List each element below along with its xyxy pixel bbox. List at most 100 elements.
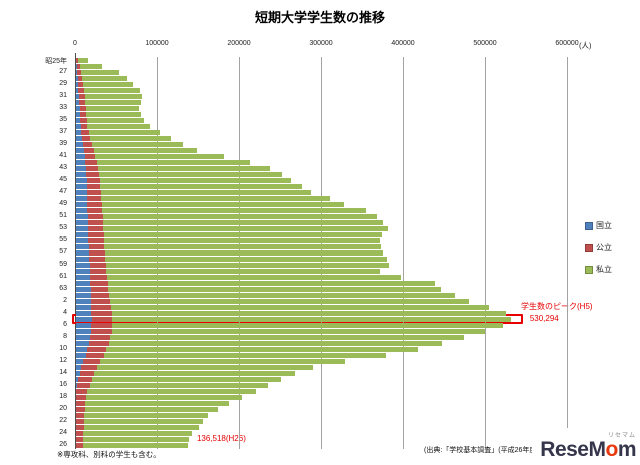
bar-row-1987 (76, 280, 435, 286)
legend-label: 国立 (596, 221, 612, 230)
bar-segment-私立 (107, 274, 402, 280)
bar-segment-私立 (102, 214, 377, 220)
bar-segment-国立 (76, 123, 81, 129)
bar-segment-国立 (76, 371, 80, 377)
bar-segment-国立 (76, 87, 79, 93)
bar-segment-私立 (112, 322, 503, 328)
bar-segment-私立 (103, 238, 381, 244)
y-tick-label: 10 (59, 344, 67, 352)
bar-segment-公立 (86, 178, 100, 184)
bar-segment-公立 (89, 340, 109, 346)
bar-row-1988 (76, 286, 441, 292)
y-tick-label: 45 (59, 176, 67, 184)
y-tick-label: 26 (59, 441, 67, 449)
bar-segment-公立 (91, 328, 112, 334)
y-tick-label: 27 (59, 67, 67, 75)
bar-row-1976 (76, 214, 377, 220)
bar-row-1954 (76, 81, 134, 87)
bar-segment-私立 (99, 359, 345, 365)
bar-segment-国立 (76, 298, 91, 304)
bar-segment-私立 (94, 371, 295, 377)
y-tick-label: 53 (59, 224, 67, 232)
legend-item-国立: 国立 (585, 220, 612, 231)
bar-row-1974 (76, 202, 345, 208)
y-tick-label: 12 (59, 357, 67, 365)
bar-segment-私立 (86, 111, 141, 117)
peak-annotation-label: 学生数のピーク(H5) (521, 302, 593, 312)
bar-segment-私立 (105, 256, 388, 262)
bar-segment-私立 (98, 166, 270, 172)
bar-segment-私立 (79, 63, 103, 69)
bar-segment-公立 (76, 425, 84, 431)
bar-row-1959 (76, 111, 141, 117)
bar-segment-国立 (76, 129, 82, 135)
y-tick-label: 18 (59, 393, 67, 401)
y-tick-label: 20 (59, 405, 67, 413)
bar-segment-私立 (108, 286, 441, 292)
bar-segment-国立 (76, 238, 89, 244)
bar-segment-公立 (84, 153, 96, 159)
bar-row-1969 (76, 172, 282, 178)
bar-row-2006 (76, 395, 242, 401)
bar-segment-私立 (103, 232, 383, 238)
bar-segment-国立 (76, 178, 87, 184)
resemom-logo[interactable]: リセマム ReseMom (532, 428, 638, 463)
bar-row-1979 (76, 232, 383, 238)
bar-segment-私立 (77, 57, 89, 63)
y-tick-label: 昭25年 (45, 57, 67, 65)
y-tick-label: 33 (59, 103, 67, 111)
bar-segment-私立 (83, 431, 193, 437)
bar-segment-公立 (85, 160, 97, 166)
bar-row-1978 (76, 226, 388, 232)
bar-row-2009 (76, 413, 208, 419)
bar-segment-公立 (87, 208, 103, 214)
bar-segment-私立 (112, 316, 511, 322)
bar-segment-公立 (88, 250, 105, 256)
bar-segment-私立 (91, 141, 183, 147)
bar-segment-国立 (76, 184, 87, 190)
bar-segment-私立 (106, 268, 381, 274)
bar-segment-公立 (76, 407, 85, 413)
resemom-logo-text: ReseMom (540, 438, 636, 461)
bar-segment-公立 (90, 292, 110, 298)
bar-row-2002 (76, 371, 295, 377)
bar-segment-公立 (76, 63, 80, 69)
y-tick-label: 14 (59, 369, 67, 377)
bar-segment-国立 (76, 99, 80, 105)
bar-segment-私立 (103, 226, 388, 232)
bar-segment-国立 (76, 141, 83, 147)
bar-segment-私立 (90, 135, 172, 141)
bar-segment-国立 (76, 69, 78, 75)
bar-row-2005 (76, 389, 256, 395)
bar-segment-国立 (76, 214, 88, 220)
legend-label: 私立 (596, 265, 612, 274)
bar-segment-公立 (90, 298, 110, 304)
bar-segment-私立 (104, 250, 383, 256)
bar-segment-私立 (109, 298, 470, 304)
bar-segment-国立 (76, 262, 90, 268)
bar-segment-公立 (78, 93, 85, 99)
gridline-400000 (403, 57, 404, 449)
bar-segment-私立 (84, 413, 208, 419)
bar-segment-国立 (76, 232, 89, 238)
bar-row-1985 (76, 268, 381, 274)
x-tick-label: 100000 (145, 40, 169, 47)
legend-swatch-icon (585, 265, 593, 274)
bar-segment-公立 (76, 389, 87, 395)
bar-row-2004 (76, 383, 268, 389)
y-axis-line (75, 53, 76, 449)
bar-segment-私立 (89, 383, 268, 389)
bar-segment-国立 (76, 340, 90, 346)
bar-segment-私立 (91, 377, 282, 383)
bar-segment-国立 (76, 274, 91, 280)
y-tick-label: 57 (59, 248, 67, 256)
bar-segment-公立 (79, 99, 86, 105)
legend-swatch-icon (585, 221, 593, 230)
bar-row-2008 (76, 407, 218, 413)
bar-segment-私立 (84, 407, 218, 413)
bar-segment-公立 (86, 184, 101, 190)
bar-segment-公立 (87, 346, 107, 352)
bar-row-1970 (76, 178, 292, 184)
bar-segment-国立 (76, 292, 91, 298)
bar-segment-私立 (82, 75, 127, 81)
